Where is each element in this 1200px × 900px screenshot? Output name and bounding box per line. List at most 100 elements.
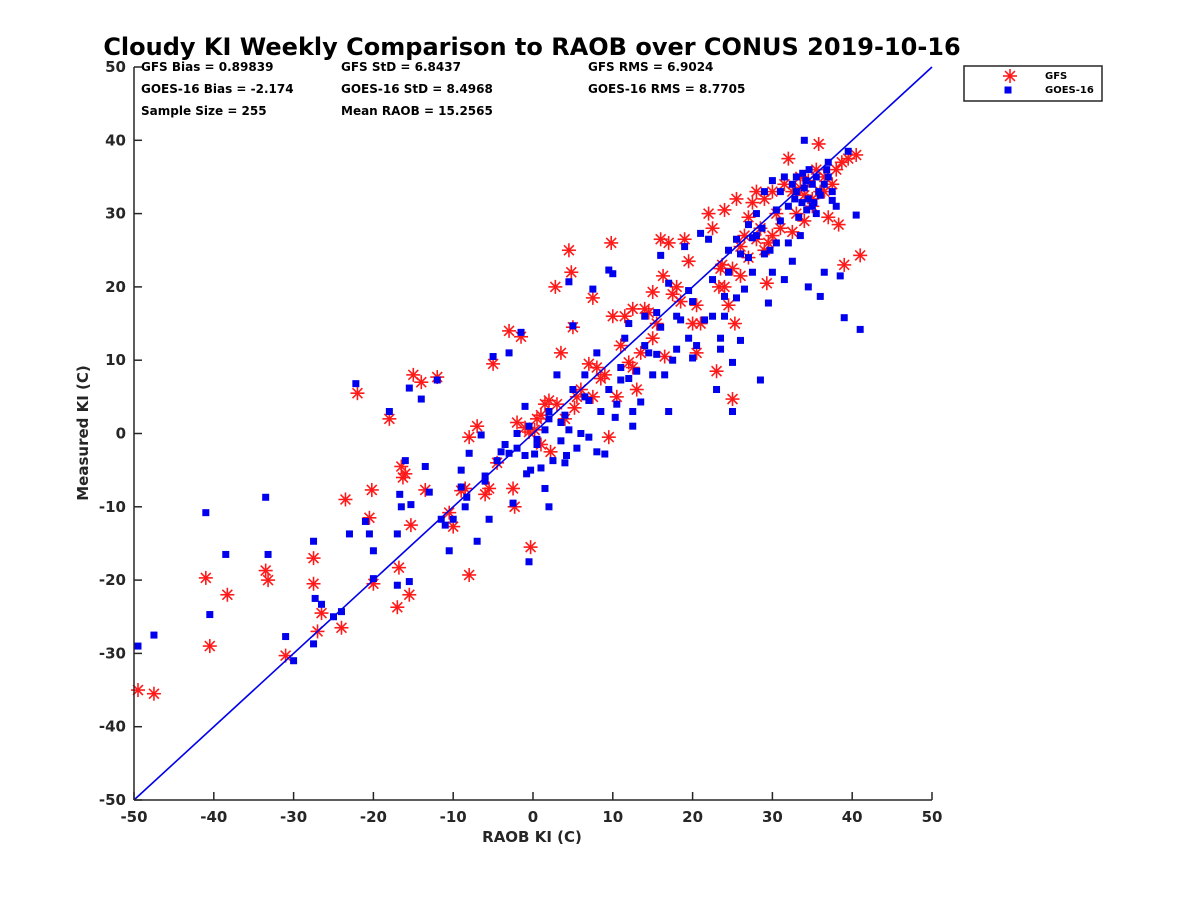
goes16-point bbox=[457, 483, 465, 491]
goes16-point bbox=[282, 633, 290, 641]
goes16-point bbox=[561, 459, 569, 467]
goes16-point bbox=[489, 353, 497, 361]
goes16-point bbox=[816, 292, 824, 300]
gfs-point bbox=[645, 285, 660, 300]
gfs-point bbox=[709, 364, 724, 379]
goes16-point bbox=[709, 276, 717, 284]
goes16-point bbox=[517, 328, 525, 336]
goes16-point bbox=[505, 449, 513, 457]
goes16-point bbox=[473, 537, 481, 545]
goes16-point bbox=[729, 408, 736, 416]
goes16-point bbox=[577, 430, 585, 437]
series-goes16 bbox=[134, 136, 864, 665]
gfs-point bbox=[202, 639, 217, 654]
goes16-point bbox=[611, 413, 619, 421]
goes16-point bbox=[150, 631, 158, 639]
gfs-point bbox=[543, 444, 558, 459]
goes16-point bbox=[657, 251, 665, 259]
stat-sample-size: Sample Size = 255 bbox=[141, 104, 267, 118]
gfs-point bbox=[689, 298, 704, 313]
goes16-point bbox=[808, 202, 816, 210]
goes16-point bbox=[581, 371, 589, 379]
goes16-point bbox=[805, 166, 813, 174]
goes16-point bbox=[405, 384, 413, 392]
goes16-point bbox=[318, 600, 326, 608]
goes16-point bbox=[665, 408, 673, 416]
gfs-point bbox=[364, 482, 379, 497]
y-tick-label: 0 bbox=[116, 425, 126, 443]
x-tick-label: 30 bbox=[762, 808, 783, 826]
goes16-point bbox=[657, 323, 665, 331]
gfs-point bbox=[831, 217, 846, 232]
goes16-point bbox=[597, 408, 605, 416]
goes16-point bbox=[824, 173, 832, 181]
gfs-point bbox=[605, 309, 620, 324]
goes16-point bbox=[537, 464, 545, 472]
goes16-point bbox=[361, 517, 369, 525]
goes16-point bbox=[685, 334, 693, 342]
goes16-point bbox=[744, 254, 752, 262]
y-tick-label: -50 bbox=[99, 791, 126, 809]
goes16-point bbox=[345, 530, 353, 538]
goes16-point bbox=[729, 358, 736, 366]
gfs-point bbox=[645, 331, 660, 346]
goes16-point bbox=[533, 435, 541, 443]
goes16-point bbox=[844, 147, 852, 155]
stat-gfs-std: GFS StD = 6.8437 bbox=[341, 60, 461, 74]
gfs-point bbox=[306, 576, 321, 591]
y-tick-label: -30 bbox=[99, 644, 126, 662]
goes16-point bbox=[669, 356, 677, 364]
gfs-point bbox=[717, 279, 732, 294]
goes16-point bbox=[485, 515, 493, 523]
goes16-point bbox=[697, 229, 705, 237]
goes16-point bbox=[533, 440, 541, 448]
goes16-point bbox=[780, 276, 788, 284]
x-tick-label: 50 bbox=[922, 808, 943, 826]
y-tick-label: -10 bbox=[99, 498, 126, 516]
goes16-point bbox=[505, 349, 513, 357]
gfs-point bbox=[585, 290, 600, 305]
x-tick-label: 40 bbox=[842, 808, 863, 826]
goes16-point bbox=[605, 386, 613, 394]
goes16-point bbox=[545, 503, 553, 511]
legend: GFS GOES-16 bbox=[963, 65, 1103, 102]
gfs-point bbox=[597, 367, 612, 382]
gfs-point bbox=[821, 210, 836, 225]
goes16-point bbox=[760, 188, 768, 196]
goes16-point bbox=[661, 371, 669, 379]
gfs-point bbox=[853, 248, 868, 263]
y-axis-label: Measured KI (C) bbox=[74, 365, 92, 501]
goes16-point bbox=[665, 279, 673, 287]
gfs-point bbox=[258, 563, 273, 578]
goes16-point bbox=[653, 350, 661, 358]
goes16-point bbox=[856, 325, 864, 333]
gfs-point bbox=[601, 430, 616, 445]
goes16-point bbox=[840, 314, 848, 322]
goes16-point bbox=[673, 312, 681, 320]
goes16-point bbox=[541, 426, 549, 434]
goes16-point bbox=[531, 450, 539, 458]
legend-marker-gfs bbox=[1003, 69, 1017, 83]
gfs-point bbox=[705, 221, 720, 236]
goes16-point bbox=[681, 243, 689, 251]
goes16-point bbox=[693, 342, 701, 350]
goes16-point bbox=[800, 184, 808, 192]
stat-goes-std: GOES-16 StD = 8.4968 bbox=[341, 82, 493, 96]
gfs-point bbox=[745, 195, 760, 210]
goes16-point bbox=[565, 278, 573, 286]
goes16-point bbox=[637, 398, 645, 406]
gfs-point bbox=[1003, 69, 1017, 83]
gfs-point bbox=[727, 316, 742, 331]
goes16-point bbox=[509, 499, 517, 507]
goes16-point bbox=[836, 272, 844, 280]
goes16-point bbox=[852, 211, 860, 219]
goes16-point bbox=[709, 312, 717, 320]
goes16-point bbox=[760, 250, 768, 258]
goes16-point bbox=[561, 411, 569, 419]
goes16-point bbox=[521, 402, 529, 410]
goes16-point bbox=[828, 188, 836, 196]
goes16-point bbox=[792, 173, 800, 181]
goes16-point bbox=[396, 490, 404, 498]
goes16-point bbox=[573, 444, 581, 452]
